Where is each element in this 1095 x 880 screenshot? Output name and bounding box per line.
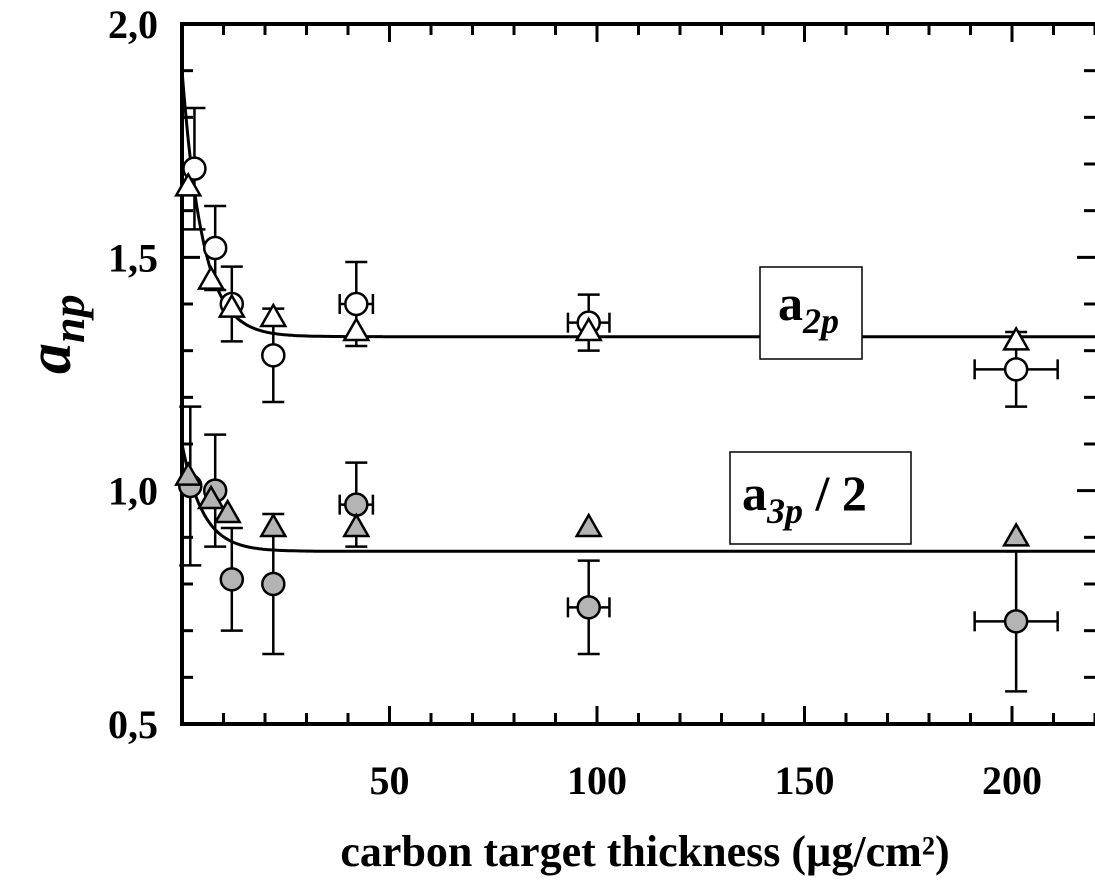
data-point-triangle-filled <box>174 461 203 486</box>
data-point-triangle-filled <box>574 512 603 538</box>
plot-frame <box>180 22 1095 726</box>
data-point-circle-filled <box>219 567 245 592</box>
x-tick-label: 200 <box>982 758 1042 803</box>
data-point-triangle-filled <box>342 512 371 538</box>
label-a3p-sub: 3p <box>766 491 803 531</box>
x-tick-label: 50 <box>370 758 410 803</box>
label-a2p-main: a <box>778 275 803 331</box>
data-point-circle-open <box>1003 357 1029 382</box>
y-tick-label: 1,0 <box>108 469 158 514</box>
data-point-triangle-filled <box>1001 521 1031 547</box>
fit-curve <box>180 443 1095 553</box>
x-axis-title: carbon target thickness (µg/cm²) <box>340 827 949 876</box>
data-point-triangle-filled <box>259 512 288 538</box>
data-point-triangle-filled <box>196 484 226 510</box>
data-point-triangle-filled <box>213 498 242 524</box>
y-axis-title: anp <box>16 294 94 374</box>
data-point-triangle-open <box>259 302 288 328</box>
axis-ticks <box>182 24 1095 724</box>
y-tick-label: 1,5 <box>108 235 158 280</box>
x-tick-label: 150 <box>775 758 835 803</box>
data-point-circle-open <box>261 343 286 368</box>
y-axis-title-sub: np <box>43 294 94 343</box>
data-point-circle-filled <box>261 571 286 597</box>
y-tick-label: 0,5 <box>108 702 158 747</box>
label-a2p-text: a2p <box>778 275 839 341</box>
data-point-triangle-open <box>196 265 226 290</box>
label-a2p: a2p <box>759 266 863 360</box>
data-point-triangle-open <box>1001 325 1031 351</box>
data-point-triangle-open <box>217 293 246 318</box>
data-point-circle-filled <box>576 595 601 620</box>
fit-curves <box>180 70 1095 553</box>
y-tick-label: 2,0 <box>108 2 158 47</box>
label-a3p: a3p / 2 <box>729 451 912 545</box>
label-a3p-text: a3p / 2 <box>742 465 867 531</box>
data-point-triangle-open <box>342 316 371 342</box>
data-point-triangle-open <box>574 316 603 342</box>
data-point-circle-open <box>344 291 369 317</box>
data-markers <box>174 106 1059 693</box>
fit-curve <box>180 70 1095 339</box>
label-a2p-box <box>759 266 863 360</box>
data-point-circle-open <box>202 235 228 261</box>
y-axis-title-main: a <box>16 343 84 374</box>
data-point-circle-filled <box>344 492 369 517</box>
data-point-circle-filled <box>1003 609 1029 634</box>
label-a2p-sub: 2p <box>802 301 839 341</box>
label-a3p-main: a <box>742 465 767 521</box>
data-point-triangle-open <box>174 171 203 197</box>
label-a3p-box <box>729 451 912 545</box>
axis-tick-labels: 50 100 150 200 0,5 1,0 1,5 2,0 <box>108 2 1042 803</box>
x-tick-label: 100 <box>567 758 627 803</box>
label-a3p-suffix: / 2 <box>803 465 867 521</box>
